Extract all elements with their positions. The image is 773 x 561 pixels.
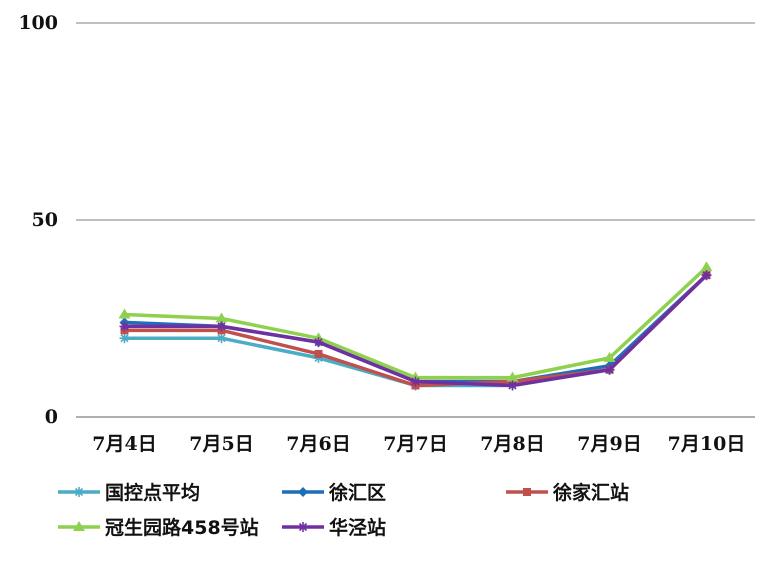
data-point — [215, 312, 228, 323]
x-tick-label: 7月9日 — [577, 433, 641, 455]
series-5 — [119, 270, 712, 391]
x-tick-label: 7月6日 — [286, 433, 350, 455]
legend-marker — [298, 487, 308, 497]
data-point — [118, 308, 131, 319]
data-point — [314, 349, 323, 358]
series-2 — [119, 270, 712, 387]
series-lines — [118, 261, 713, 391]
y-tick-label: 50 — [32, 209, 58, 231]
legend-label: 华泾站 — [329, 516, 386, 539]
data-point — [119, 333, 130, 344]
data-point — [313, 337, 324, 348]
x-axis-ticks: 7月4日 7月5日 7月6日 7月7日 7月8日 7月9日 7月10日 — [92, 433, 745, 455]
legend-item: 华泾站 — [282, 516, 386, 539]
legend-marker — [523, 488, 531, 496]
legend-item: 冠生园路458号站 — [58, 516, 259, 539]
legend-marker — [74, 487, 84, 497]
data-point — [507, 380, 518, 391]
data-point — [700, 261, 713, 272]
y-tick-label: 0 — [45, 406, 58, 428]
legend-label: 冠生园路458号站 — [105, 516, 259, 539]
data-point — [410, 376, 421, 387]
legend-label: 国控点平均 — [105, 481, 200, 504]
legend-item: 徐家汇站 — [506, 481, 629, 504]
data-point — [701, 270, 712, 281]
series-4 — [118, 261, 713, 382]
data-point — [119, 321, 130, 332]
series-line — [124, 273, 708, 384]
data-point — [216, 321, 227, 332]
legend-label: 徐汇区 — [328, 481, 386, 504]
y-tick-label: 100 — [18, 12, 58, 34]
data-point — [506, 371, 519, 382]
legend-marker — [73, 521, 85, 531]
legend-item: 国控点平均 — [58, 481, 200, 504]
data-point — [216, 333, 227, 344]
x-tick-label: 7月5日 — [189, 433, 253, 455]
data-point — [603, 351, 616, 362]
legend-label: 徐家汇站 — [552, 481, 629, 504]
legend-item: 徐汇区 — [282, 481, 386, 504]
grid-lines — [76, 22, 755, 418]
x-tick-label: 7月10日 — [668, 433, 746, 455]
data-point — [604, 364, 615, 375]
y-axis-ticks: 0 50 100 — [18, 12, 58, 428]
series-line — [124, 273, 708, 388]
x-tick-label: 7月4日 — [92, 433, 156, 455]
x-tick-label: 7月7日 — [383, 433, 447, 455]
x-tick-label: 7月8日 — [480, 433, 544, 455]
legend-marker — [298, 522, 308, 532]
